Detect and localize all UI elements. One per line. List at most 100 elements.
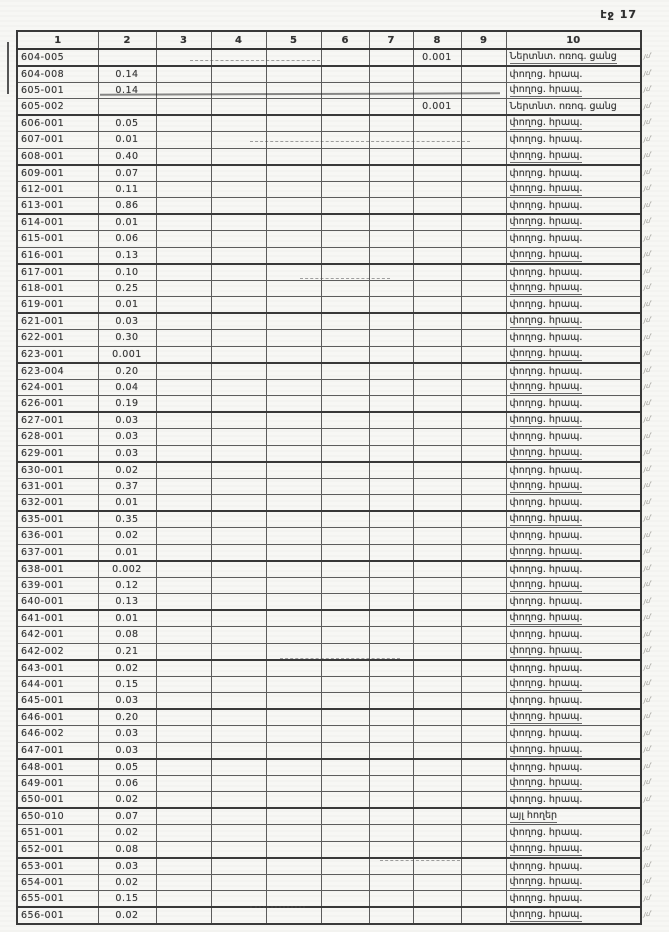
area-value-cell: 0.02 — [97, 527, 157, 545]
empty-cell — [210, 444, 267, 463]
empty-cell — [320, 197, 370, 215]
table-row-653-001: 653-001 0.03 փողոց. հրապ. — [16, 857, 642, 875]
empty-cell — [460, 329, 507, 347]
empty-cell — [155, 395, 212, 413]
table-row-628-001: 628-001 0.03 փողոց. հրապ. — [16, 428, 642, 446]
empty-cell — [265, 527, 322, 545]
empty-cell — [155, 246, 212, 265]
land-use-text: փողոց. հրապ. — [509, 464, 583, 476]
empty-cell — [368, 263, 414, 281]
empty-cell — [460, 81, 507, 99]
empty-cell — [265, 428, 322, 446]
parcel-code-cell: 621-001 — [16, 312, 99, 330]
empty-cell — [460, 576, 507, 594]
parcel-code-cell: 624-001 — [16, 378, 99, 396]
empty-cell — [265, 543, 322, 562]
empty-cell — [210, 560, 267, 578]
land-use-text: փողոց. հրապ. — [509, 431, 583, 443]
empty-cell — [210, 180, 267, 198]
land-use-text: փողոց. հրապ. — [509, 743, 583, 757]
network-value-cell — [412, 906, 462, 924]
network-value-cell — [412, 741, 462, 760]
empty-cell — [265, 197, 322, 215]
parcel-code-cell: 628-001 — [16, 428, 99, 446]
network-value-cell — [412, 461, 462, 479]
land-use-text: փողոց. հրապ. — [509, 893, 583, 904]
area-value-cell: 0.14 — [97, 65, 157, 83]
network-value-cell — [412, 560, 462, 578]
area-value-cell: 0.30 — [97, 329, 157, 347]
empty-cell — [368, 543, 414, 562]
column-header-3: 3 — [155, 30, 212, 50]
empty-cell — [155, 659, 212, 677]
network-value-cell: 0.001 — [412, 48, 462, 67]
land-use-text: փողոց. հրապ. — [509, 776, 583, 790]
table-row-650-001: 650-001 0.02 փողոց. հրապ. — [16, 791, 642, 809]
empty-cell — [368, 725, 414, 743]
land-use-cell: փողոց. հրապ. — [505, 395, 642, 413]
parcel-code-cell: 627-001 — [16, 411, 99, 429]
table-row-645-001: 645-001 0.03 փողոց. հրապ. — [16, 692, 642, 710]
table-row-623-004: 623-004 0.20 փողոց. հրապ. — [16, 362, 642, 380]
parcel-code-cell: 607-001 — [16, 131, 99, 149]
land-use-cell: փողոց. հրապ. — [505, 329, 642, 347]
empty-cell — [460, 543, 507, 562]
empty-cell — [368, 197, 414, 215]
margin-mark: յմ — [643, 877, 651, 885]
empty-cell — [210, 741, 267, 760]
empty-cell — [155, 411, 212, 429]
margin-mark: յմ — [643, 530, 651, 539]
empty-cell — [265, 296, 322, 314]
empty-cell — [210, 428, 267, 446]
empty-cell — [320, 461, 370, 479]
land-use-cell: փողոց. հրապ. — [505, 461, 642, 479]
table-row-636-001: 636-001 0.02 փողոց. հրապ. — [16, 527, 642, 545]
parcel-code-cell: 631-001 — [16, 477, 99, 495]
parcel-code-cell: 653-001 — [16, 857, 99, 875]
land-use-cell: փողոց. հրապ. — [505, 362, 642, 380]
land-use-text: փողոց. հրապ. — [509, 695, 583, 706]
parcel-code-cell: 623-001 — [16, 345, 99, 364]
empty-cell — [155, 560, 212, 578]
empty-cell — [460, 180, 507, 198]
table-row-648-001: 648-001 0.05 փողոց. հրապ. — [16, 758, 642, 776]
empty-cell — [155, 527, 212, 545]
empty-cell — [265, 593, 322, 611]
empty-cell — [320, 345, 370, 364]
land-use-cell: փողոց. հրապ. — [505, 296, 642, 314]
empty-cell — [460, 378, 507, 396]
parcel-code-cell: 650-001 — [16, 791, 99, 809]
margin-mark: յմ — [643, 662, 651, 671]
land-use-text: փողոց. հրապ. — [509, 578, 583, 592]
empty-cell — [265, 807, 322, 825]
empty-cell — [368, 774, 414, 792]
table-row-624-001: 624-001 0.04 փողոց. հրապ. — [16, 378, 642, 396]
land-use-text: փողոց. հրապ. — [509, 629, 583, 641]
empty-cell — [155, 428, 212, 446]
empty-cell — [460, 296, 507, 314]
land-use-text: փողոց. հրապ. — [509, 479, 583, 493]
empty-cell — [210, 477, 267, 495]
empty-cell — [320, 230, 370, 248]
empty-cell — [265, 329, 322, 347]
area-value-cell: 0.20 — [97, 708, 157, 726]
empty-cell — [210, 213, 267, 231]
empty-cell — [320, 378, 370, 396]
land-use-cell: փողոց. հրապ. — [505, 279, 642, 297]
empty-cell — [368, 362, 414, 380]
empty-cell — [320, 774, 370, 792]
table-row-618-001: 618-001 0.25 փողոց. հրապ. — [16, 279, 642, 297]
area-value-cell: 0.01 — [97, 543, 157, 562]
network-value-cell — [412, 873, 462, 891]
area-value-cell: 0.19 — [97, 395, 157, 413]
table-row-627-001: 627-001 0.03 փողոց. հրապ. — [16, 411, 642, 429]
empty-cell — [320, 477, 370, 495]
margin-marks-column: յմ յմ յմ յմ յմ յմ յմ յմ յմ յմ յմ յմ յմ յմ յմ յմ յմ յմ յմ յմ… — [643, 48, 668, 923]
empty-cell — [460, 48, 507, 67]
empty-cell — [460, 626, 507, 644]
parcel-code-cell: 654-001 — [16, 873, 99, 891]
empty-cell — [210, 98, 267, 116]
empty-cell — [155, 576, 212, 594]
empty-cell — [368, 65, 414, 83]
empty-cell — [265, 708, 322, 726]
